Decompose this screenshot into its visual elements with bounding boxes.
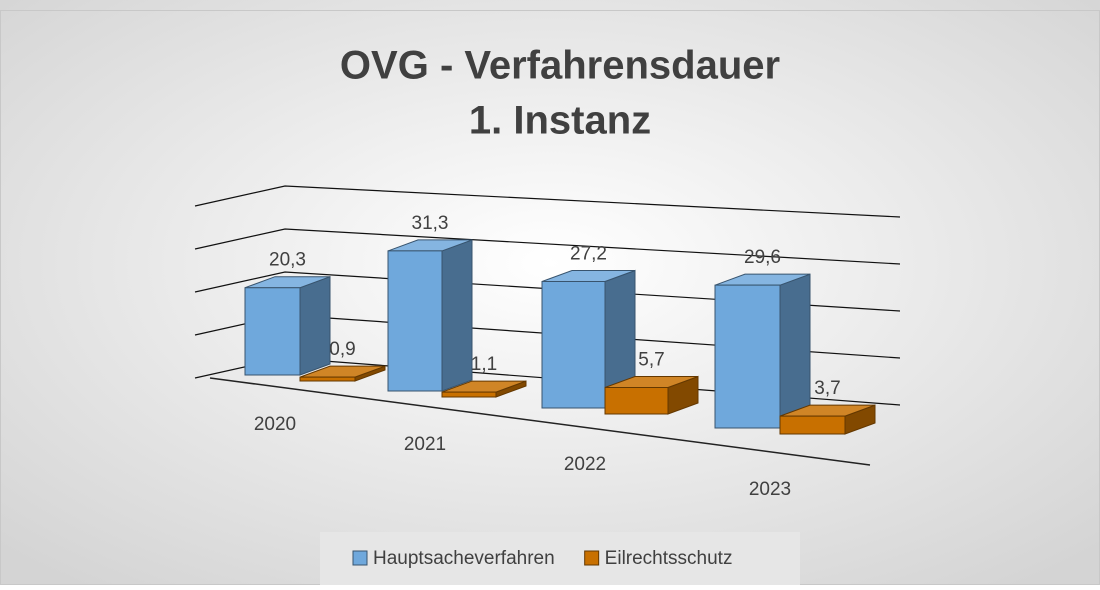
data-label: 1,1: [471, 354, 497, 375]
data-label: 3,7: [814, 378, 840, 399]
data-label: 5,7: [638, 350, 664, 371]
chart-title: OVG - Verfahrensdauer: [340, 44, 780, 88]
bar-face: [779, 273, 811, 429]
legend-swatch: [352, 550, 368, 566]
data-label: 31,3: [412, 213, 449, 234]
bar-face: [387, 250, 443, 392]
bar-face: [244, 287, 301, 376]
data-label: 29,6: [744, 247, 781, 268]
bar: [604, 375, 699, 415]
bar: [714, 273, 811, 429]
bar: [779, 404, 876, 435]
bar-face: [441, 391, 497, 398]
bar-face: [714, 284, 781, 429]
floor-edge: [209, 377, 871, 466]
bar: [541, 269, 636, 409]
x-tick-label: 2023: [749, 479, 791, 500]
bar-face: [779, 415, 846, 435]
chart-subtitle: 1. Instanz: [469, 99, 651, 143]
bar-face: [604, 386, 669, 415]
bar-face: [299, 376, 356, 382]
bar: [387, 239, 473, 392]
bar-face: [441, 239, 473, 392]
data-label: 27,2: [570, 244, 607, 265]
bar: [244, 275, 331, 376]
x-tick-label: 2022: [564, 454, 606, 475]
x-tick-label: 2020: [254, 414, 296, 435]
grid-line: [194, 271, 901, 312]
bar: [441, 380, 527, 398]
legend-label: Hauptsacheverfahren: [373, 548, 555, 569]
bar: [299, 365, 386, 382]
legend-box: [320, 532, 800, 585]
grid-line: [194, 185, 901, 218]
grid-line: [194, 228, 901, 265]
x-tick-label: 2021: [404, 434, 446, 455]
data-label: 20,3: [269, 250, 306, 271]
data-label: 0,9: [329, 339, 355, 360]
legend-label: Eilrechtsschutz: [605, 548, 733, 569]
bar-face: [299, 275, 331, 376]
legend-swatch: [584, 550, 600, 566]
bar-face: [541, 281, 606, 409]
